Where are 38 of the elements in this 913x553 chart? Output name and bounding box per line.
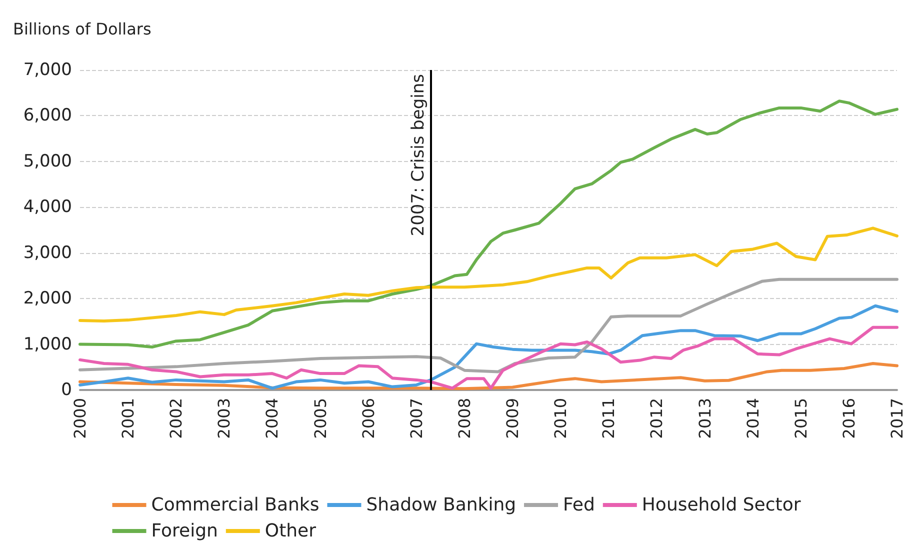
x-tick-label: 2003 [214, 398, 234, 439]
x-tick-label: 2005 [310, 398, 330, 439]
ref-line-label: 2007: Crisis begins [408, 74, 428, 236]
legend-label: Household Sector [642, 494, 802, 516]
x-tick-label: 2012 [647, 398, 666, 439]
y-tick-label: 1,000 [23, 334, 72, 354]
line-series [78, 362, 898, 390]
x-tick-label: 2014 [743, 398, 762, 439]
y-tick-label: 4,000 [23, 197, 72, 218]
x-tick-label: 2004 [262, 398, 282, 439]
x-tick-label: 2008 [454, 398, 474, 439]
x-tick-label: 2000 [70, 398, 90, 439]
y-tick-label: 2,000 [23, 288, 72, 309]
legend-label: Commercial Banks [151, 494, 320, 516]
x-tick-label: 2015 [791, 398, 810, 439]
legend-label: Other [264, 520, 317, 542]
y-tick-label: 7,000 [23, 60, 72, 80]
x-tick-label: 2017 [888, 398, 906, 439]
x-tick-label: 2002 [166, 398, 186, 439]
y-tick-label: 5,000 [23, 151, 72, 172]
y-tick-label: 3,000 [23, 242, 72, 263]
x-tick-label: 2007 [406, 398, 426, 439]
legend-label: Fed [563, 494, 595, 516]
x-tick-label: 2016 [839, 398, 858, 439]
x-tick-label: 2011 [599, 398, 618, 439]
x-tick-label: 2001 [118, 398, 138, 439]
legend-label: Shadow Banking [366, 494, 516, 516]
x-tick-label: 2006 [358, 398, 378, 439]
y-axis-title: Billions of Dollars [13, 20, 152, 38]
line-series [78, 326, 898, 390]
x-tick-label: 2013 [695, 398, 714, 439]
x-tick-label: 2009 [503, 398, 522, 439]
y-tick-label: 6,000 [23, 106, 72, 126]
x-tick-label: 2010 [551, 398, 570, 439]
line-series [78, 278, 898, 374]
legend-label: Foreign [151, 520, 218, 542]
line-series [78, 304, 898, 390]
y-tick-label: 0 [61, 380, 72, 400]
